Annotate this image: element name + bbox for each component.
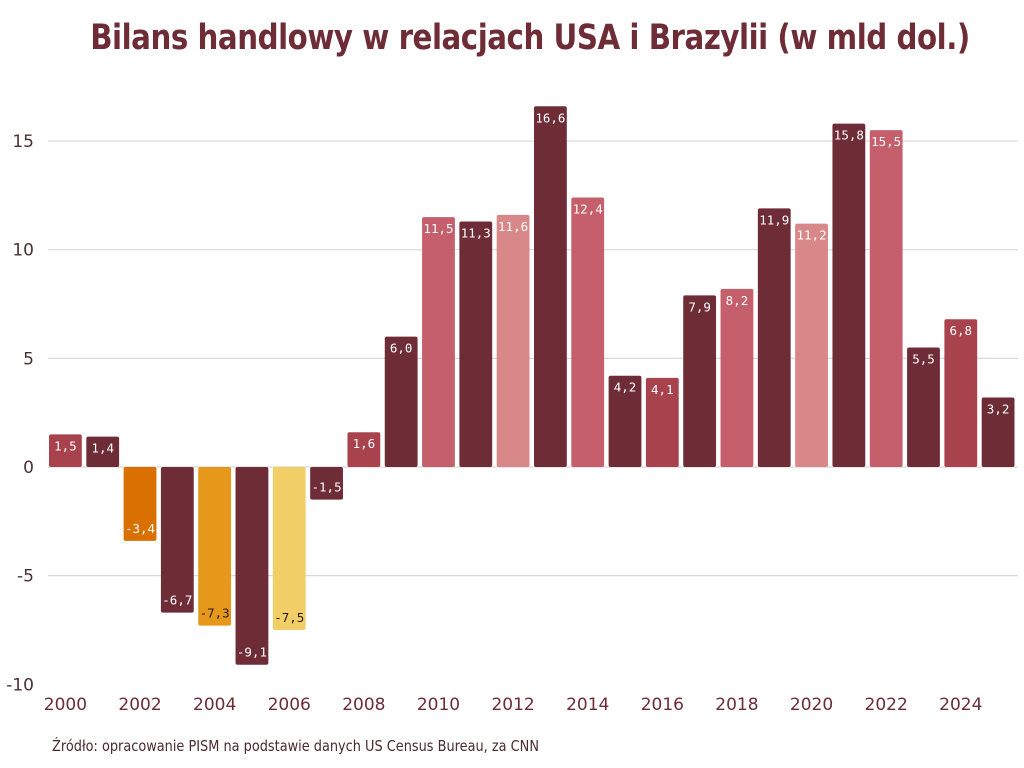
x-tick-label: 2018 (715, 695, 758, 715)
bar-2013 (534, 106, 567, 468)
x-tick-label: 2006 (268, 695, 311, 715)
bar-2025 (981, 397, 1015, 467)
bars (49, 106, 1015, 665)
bar-2011 (459, 221, 493, 467)
x-tick-label: 2008 (342, 695, 385, 715)
x-tick-label: 2000 (44, 695, 87, 715)
bar-2007 (310, 467, 343, 500)
bar-2003 (160, 467, 194, 613)
bar-2016 (645, 377, 679, 467)
bar-2019 (757, 208, 791, 467)
data-label-2012: 11,6 (498, 219, 528, 234)
bar-2015 (608, 375, 642, 467)
y-tick-label: 0 (23, 458, 34, 478)
data-label-2017: 7,9 (688, 299, 711, 314)
data-label-2016: 4,1 (651, 382, 674, 397)
bar-2022 (869, 130, 903, 467)
x-tick-label: 2010 (417, 695, 460, 715)
bar-2017 (683, 295, 717, 467)
x-tick-label: 2004 (193, 695, 236, 715)
bar-2010 (422, 217, 455, 467)
data-label-2015: 4,2 (614, 380, 637, 395)
data-label-2002: -3,4 (125, 521, 155, 536)
source-note: Źródło: opracowanie PISM na podstawie da… (52, 737, 539, 755)
y-tick-label: 10 (12, 241, 34, 261)
bar-2020 (795, 223, 828, 467)
bar-2004 (198, 467, 232, 626)
bar-2014 (571, 197, 605, 467)
data-label-2013: 16,6 (535, 110, 565, 125)
data-label-2018: 8,2 (726, 293, 749, 308)
x-tick-label: 2016 (641, 695, 684, 715)
bar-2024 (944, 319, 978, 467)
x-tick-label: 2012 (491, 695, 534, 715)
data-label-2003: -6,7 (162, 593, 192, 608)
data-label-2011: 11,3 (461, 225, 491, 240)
x-tick-label: 2020 (790, 695, 833, 715)
data-label-2009: 6,0 (390, 341, 413, 356)
bar-2002 (123, 467, 157, 541)
data-labels: 1,5 1,4 -3,4 -6,7 -7,3 -9,1 -7,5 -1,5 1,6 6,0 11,5… (54, 110, 1009, 659)
y-tick-label: -5 (17, 567, 34, 587)
x-tick-label: 2022 (865, 695, 908, 715)
x-axis-ticks: 2000 2002 2004 2006 2008 2010 2012 2014 2016 2018… (44, 695, 983, 715)
data-label-2007: -1,5 (312, 480, 342, 495)
x-tick-label: 2002 (118, 695, 161, 715)
data-label-2005: -9,1 (237, 645, 267, 660)
data-label-2004: -7,3 (200, 606, 230, 621)
y-tick-label: 5 (23, 349, 34, 369)
data-label-2022: 15,5 (871, 134, 901, 149)
bar-2001 (86, 436, 120, 467)
chart-title: Bilans handlowy w relacjach USA i Brazyl… (90, 18, 970, 58)
bar-2009 (384, 336, 418, 467)
bar-2021 (832, 123, 866, 467)
y-axis-ticks: 15 10 5 0 -5 -10 (6, 132, 34, 695)
bar-2018 (720, 288, 754, 467)
data-label-2010: 11,5 (423, 221, 453, 236)
y-tick-label: -10 (6, 675, 34, 695)
data-label-2021: 15,8 (834, 128, 864, 143)
bar-2023 (907, 347, 940, 467)
data-label-2008: 1,6 (353, 436, 376, 451)
data-label-2024: 6,8 (949, 323, 972, 338)
bar-2006 (272, 467, 306, 630)
x-tick-label: 2014 (566, 695, 609, 715)
data-label-2001: 1,4 (91, 441, 114, 456)
bar-2000 (49, 434, 82, 467)
data-label-2025: 3,2 (987, 401, 1010, 416)
bar-2012 (496, 214, 530, 467)
bar-2008 (347, 432, 381, 467)
data-label-2000: 1,5 (54, 438, 77, 453)
data-label-2006: -7,5 (274, 610, 304, 625)
data-label-2020: 11,2 (797, 228, 827, 243)
bar-2005 (235, 467, 269, 665)
y-tick-label: 15 (12, 132, 34, 152)
data-label-2023: 5,5 (912, 351, 935, 366)
x-tick-label: 2024 (939, 695, 982, 715)
data-label-2019: 11,9 (759, 212, 789, 227)
data-label-2014: 12,4 (573, 202, 603, 217)
